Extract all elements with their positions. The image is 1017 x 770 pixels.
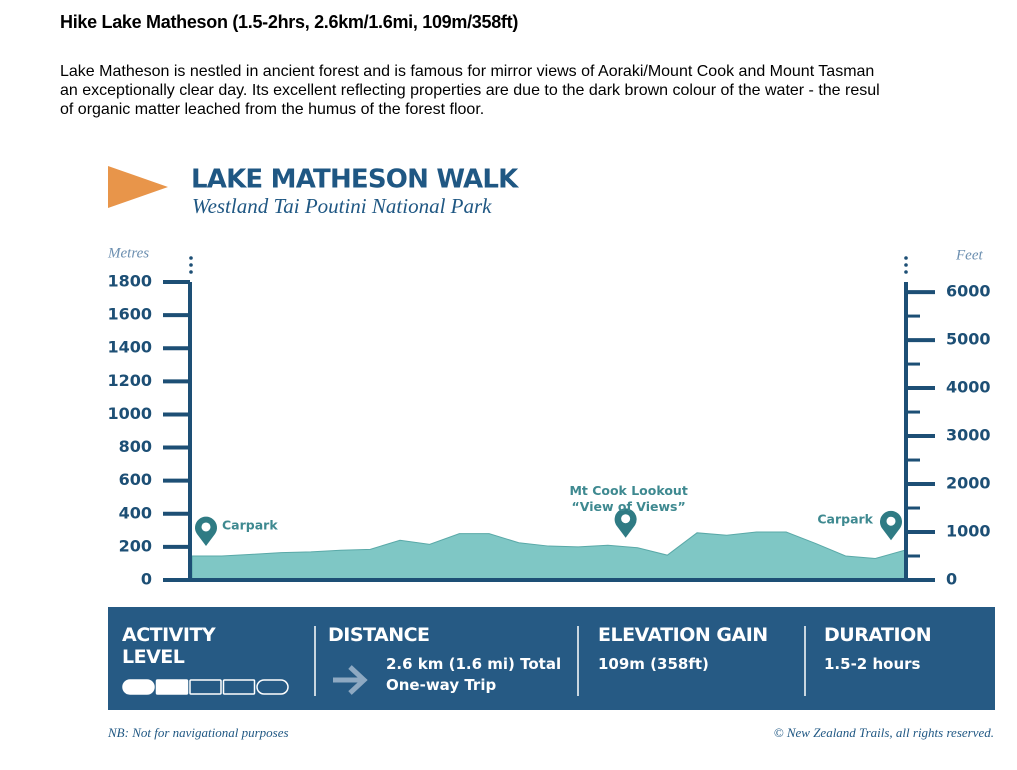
- info-panel: [108, 607, 995, 710]
- logo-flag: [108, 166, 168, 208]
- description: Lake Matheson is nestled in ancient fore…: [60, 62, 880, 119]
- duration-label: DURATION: [824, 624, 932, 646]
- y-tick-label: 1400: [107, 338, 152, 357]
- activity-label: ACTIVITY LEVEL: [122, 624, 216, 668]
- description-line: of organic matter leached from the humus…: [60, 101, 485, 118]
- activity-segment: [189, 679, 222, 695]
- location-label: Carpark: [222, 517, 278, 532]
- chart-subtitle: Westland Tai Poutini National Park: [192, 194, 492, 218]
- y2-tick-label: 2000: [946, 474, 991, 493]
- pin-hole: [886, 516, 896, 526]
- y-tick-label: 1600: [107, 305, 152, 324]
- y2-tick-label: 5000: [946, 330, 991, 349]
- y2-tick-label: 0: [946, 570, 957, 589]
- arrow-icon: [333, 665, 368, 695]
- distance-label: DISTANCE: [328, 624, 430, 646]
- y-tick-label: 0: [141, 570, 152, 589]
- location-label: Carpark: [817, 512, 873, 527]
- description-line: Lake Matheson is nestled in ancient fore…: [60, 63, 875, 80]
- y-tick-label: 1800: [107, 272, 152, 291]
- elevation-label: ELEVATION GAIN: [598, 624, 768, 646]
- chart-title: LAKE MATHESON WALK: [191, 165, 519, 195]
- footer-copyright: © New Zealand Trails, all rights reserve…: [774, 725, 994, 740]
- activity-segment: [122, 679, 155, 695]
- y2-tick-label: 6000: [946, 282, 991, 301]
- y2-tick-label: 4000: [946, 378, 991, 397]
- pin-hole: [201, 522, 211, 532]
- activity-segment: [155, 679, 189, 695]
- footer-note: NB: Not for navigational purposes: [107, 725, 289, 740]
- y-tick-label: 400: [119, 503, 152, 522]
- axis-dots: [189, 256, 908, 274]
- location-annotation: “View of Views”: [572, 499, 686, 514]
- y-tick-label: 800: [119, 437, 152, 456]
- heading: Hike Lake Matheson (1.5-2hrs, 2.6km/1.6m…: [60, 12, 519, 32]
- activity-segment: [222, 679, 256, 695]
- location-label: Mt Cook Lookout: [569, 483, 687, 498]
- y2-tick-label: 3000: [946, 426, 991, 445]
- elevation-area: [191, 531, 906, 581]
- y-tick-label: 600: [119, 470, 152, 489]
- description-line: an exceptionally clear day. Its excellen…: [60, 82, 880, 99]
- elevation-text: 109m (358ft): [598, 655, 709, 673]
- info-dividers: [314, 626, 806, 696]
- pin-hole: [621, 514, 631, 524]
- distance-line: One-way Trip: [386, 676, 497, 694]
- y-tick-label: 200: [119, 536, 152, 555]
- distance-line: 2.6 km (1.6 mi) Total: [386, 655, 562, 673]
- y2-axis-title: Feet: [955, 247, 983, 263]
- y-tick-label: 1200: [107, 371, 152, 390]
- y2-tick-label: 1000: [946, 522, 991, 541]
- duration-text: 1.5-2 hours: [824, 655, 921, 673]
- activity-segment: [256, 679, 289, 695]
- distance-text: 2.6 km (1.6 mi) Total One-way Trip: [386, 654, 561, 696]
- y-tick-label: 1000: [107, 404, 152, 423]
- y-axis-title: Metres: [107, 245, 149, 261]
